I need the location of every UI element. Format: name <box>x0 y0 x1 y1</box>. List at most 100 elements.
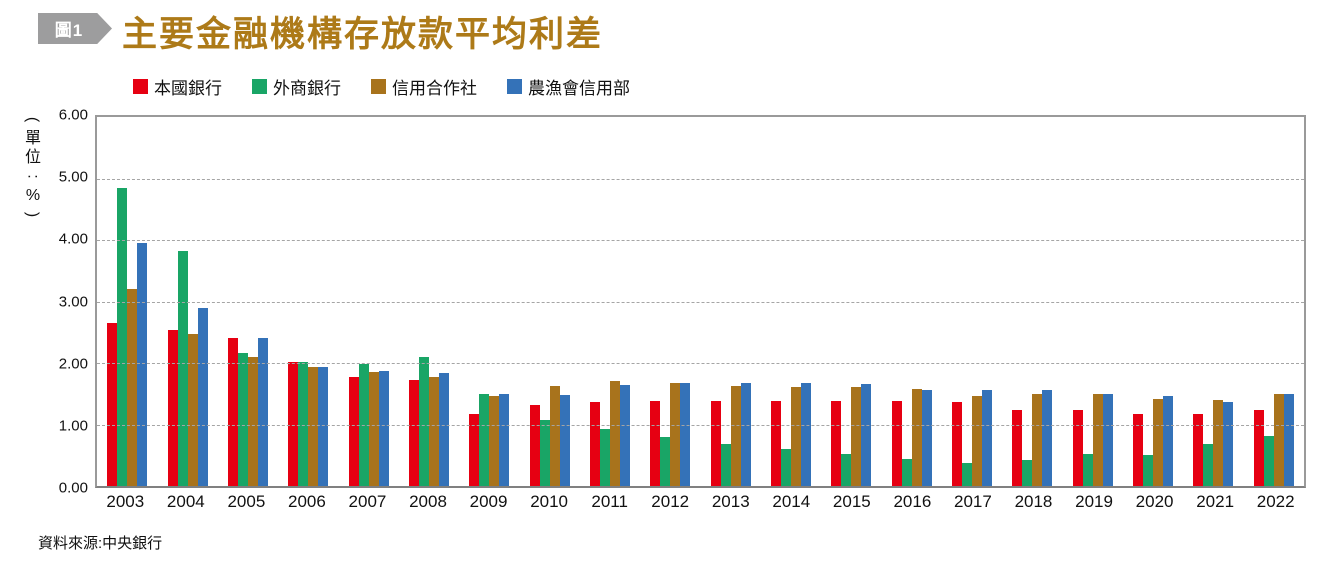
bar-group-2016 <box>881 117 941 486</box>
bar-本國銀行-2010 <box>529 404 540 486</box>
legend-item-1: 外商銀行 <box>252 74 341 99</box>
bar-外商銀行-2018 <box>1022 459 1033 486</box>
bar-農漁會信用部-2016 <box>921 390 932 486</box>
bar-外商銀行-2011 <box>599 428 610 486</box>
bar-外商銀行-2016 <box>901 458 912 486</box>
bar-信用合作社-2007 <box>368 372 379 486</box>
bar-信用合作社-2016 <box>911 389 922 486</box>
bar-本國銀行-2003 <box>107 323 118 486</box>
bar-外商銀行-2005 <box>237 352 248 486</box>
x-axis-label-2013: 2013 <box>711 492 750 511</box>
chart-legend: 本國銀行 外商銀行 信用合作社 農漁會信用部 <box>133 74 630 99</box>
x-axis-label-2008: 2008 <box>409 492 447 511</box>
bar-group-2012 <box>640 117 700 486</box>
bar-信用合作社-2015 <box>851 387 862 486</box>
bar-信用合作社-2005 <box>247 356 258 486</box>
bar-信用合作社-2013 <box>730 386 741 486</box>
gridline <box>97 424 1304 426</box>
bar-外商銀行-2017 <box>961 463 972 486</box>
bar-group-2017 <box>942 117 1002 486</box>
bar-農漁會信用部-2014 <box>800 383 811 486</box>
bar-信用合作社-2003 <box>127 289 138 486</box>
legend-label: 信用合作社 <box>392 79 477 98</box>
x-axis-label-2007: 2007 <box>348 492 387 511</box>
bar-group-2022 <box>1244 117 1304 486</box>
bar-外商銀行-2010 <box>539 420 550 486</box>
bar-外商銀行-2012 <box>660 436 671 486</box>
bar-外商銀行-2009 <box>479 393 490 486</box>
legend-swatch-icon <box>371 79 386 94</box>
bar-group-2006 <box>278 117 338 486</box>
bar-農漁會信用部-2003 <box>137 243 148 486</box>
bar-本國銀行-2015 <box>831 401 842 486</box>
plot-area <box>95 115 1306 488</box>
x-axis-label-2014: 2014 <box>772 492 811 511</box>
bar-信用合作社-2012 <box>670 382 681 486</box>
gridline <box>97 363 1304 364</box>
y-tick-label: 1.00 <box>58 417 88 435</box>
bar-本國銀行-2004 <box>167 330 178 486</box>
gridline <box>97 301 1304 303</box>
legend-label: 本國銀行 <box>154 79 222 98</box>
bar-信用合作社-2020 <box>1153 399 1164 486</box>
x-axis-label-2009: 2009 <box>469 492 508 511</box>
bar-信用合作社-2006 <box>308 366 319 486</box>
legend-swatch-icon <box>133 79 148 94</box>
bar-農漁會信用部-2009 <box>499 393 510 486</box>
bar-信用合作社-2009 <box>489 396 500 486</box>
bar-信用合作社-2022 <box>1273 393 1284 486</box>
x-axis-label-2015: 2015 <box>832 492 871 511</box>
bar-農漁會信用部-2017 <box>981 390 992 486</box>
source-note: 資料來源:中央銀行 <box>38 535 163 552</box>
y-axis-unit-char: 單 <box>24 130 41 147</box>
legend-swatch-icon <box>507 79 522 94</box>
bar-本國銀行-2021 <box>1193 414 1204 486</box>
bar-group-2019 <box>1063 117 1123 486</box>
x-axis-label-2012: 2012 <box>651 492 690 511</box>
bar-農漁會信用部-2006 <box>318 366 329 486</box>
bar-農漁會信用部-2005 <box>257 338 268 486</box>
gridline <box>97 178 1304 180</box>
x-axis-label-2022: 2022 <box>1256 492 1295 511</box>
bar-本國銀行-2020 <box>1133 414 1144 486</box>
bar-外商銀行-2013 <box>720 444 731 486</box>
bar-農漁會信用部-2008 <box>438 373 449 486</box>
bar-group-2021 <box>1183 117 1243 486</box>
bar-本國銀行-2016 <box>891 400 902 486</box>
bar-group-2005 <box>218 117 278 486</box>
bar-group-2018 <box>1002 117 1062 486</box>
bar-外商銀行-2021 <box>1203 443 1214 486</box>
bar-農漁會信用部-2011 <box>619 384 630 486</box>
bar-農漁會信用部-2018 <box>1042 390 1053 486</box>
bar-外商銀行-2019 <box>1082 454 1093 486</box>
gridline <box>97 240 1304 241</box>
legend-label: 外商銀行 <box>273 79 341 98</box>
x-axis-label-2004: 2004 <box>166 492 205 511</box>
bar-信用合作社-2021 <box>1213 399 1224 486</box>
x-axis-label-2017: 2017 <box>954 492 992 511</box>
bar-本國銀行-2008 <box>408 380 419 486</box>
bar-信用合作社-2014 <box>790 387 801 486</box>
bar-本國銀行-2022 <box>1253 409 1264 486</box>
x-axis-label-2003: 2003 <box>106 492 145 511</box>
x-axis-label-2016: 2016 <box>893 492 932 511</box>
x-axis-label-2018: 2018 <box>1014 492 1053 511</box>
bar-本國銀行-2011 <box>589 402 600 486</box>
x-axis-label-2006: 2006 <box>288 492 326 511</box>
bar-外商銀行-2020 <box>1143 454 1154 486</box>
bar-信用合作社-2017 <box>971 396 982 486</box>
y-tick-label: 6.00 <box>58 106 88 124</box>
bar-本國銀行-2017 <box>951 402 962 486</box>
page-title: 主要金融機構存放款平均利差 <box>122 15 604 54</box>
bar-信用合作社-2008 <box>428 376 439 486</box>
figure-badge: 圖1 <box>38 13 112 44</box>
bar-農漁會信用部-2012 <box>680 382 691 486</box>
bar-信用合作社-2019 <box>1092 393 1103 486</box>
bar-信用合作社-2011 <box>609 381 620 486</box>
bar-本國銀行-2012 <box>650 400 661 486</box>
bar-農漁會信用部-2019 <box>1102 394 1113 486</box>
bar-信用合作社-2004 <box>187 334 198 486</box>
bar-農漁會信用部-2015 <box>861 383 872 486</box>
bar-group-2003 <box>97 117 157 486</box>
bar-農漁會信用部-2007 <box>378 371 389 486</box>
